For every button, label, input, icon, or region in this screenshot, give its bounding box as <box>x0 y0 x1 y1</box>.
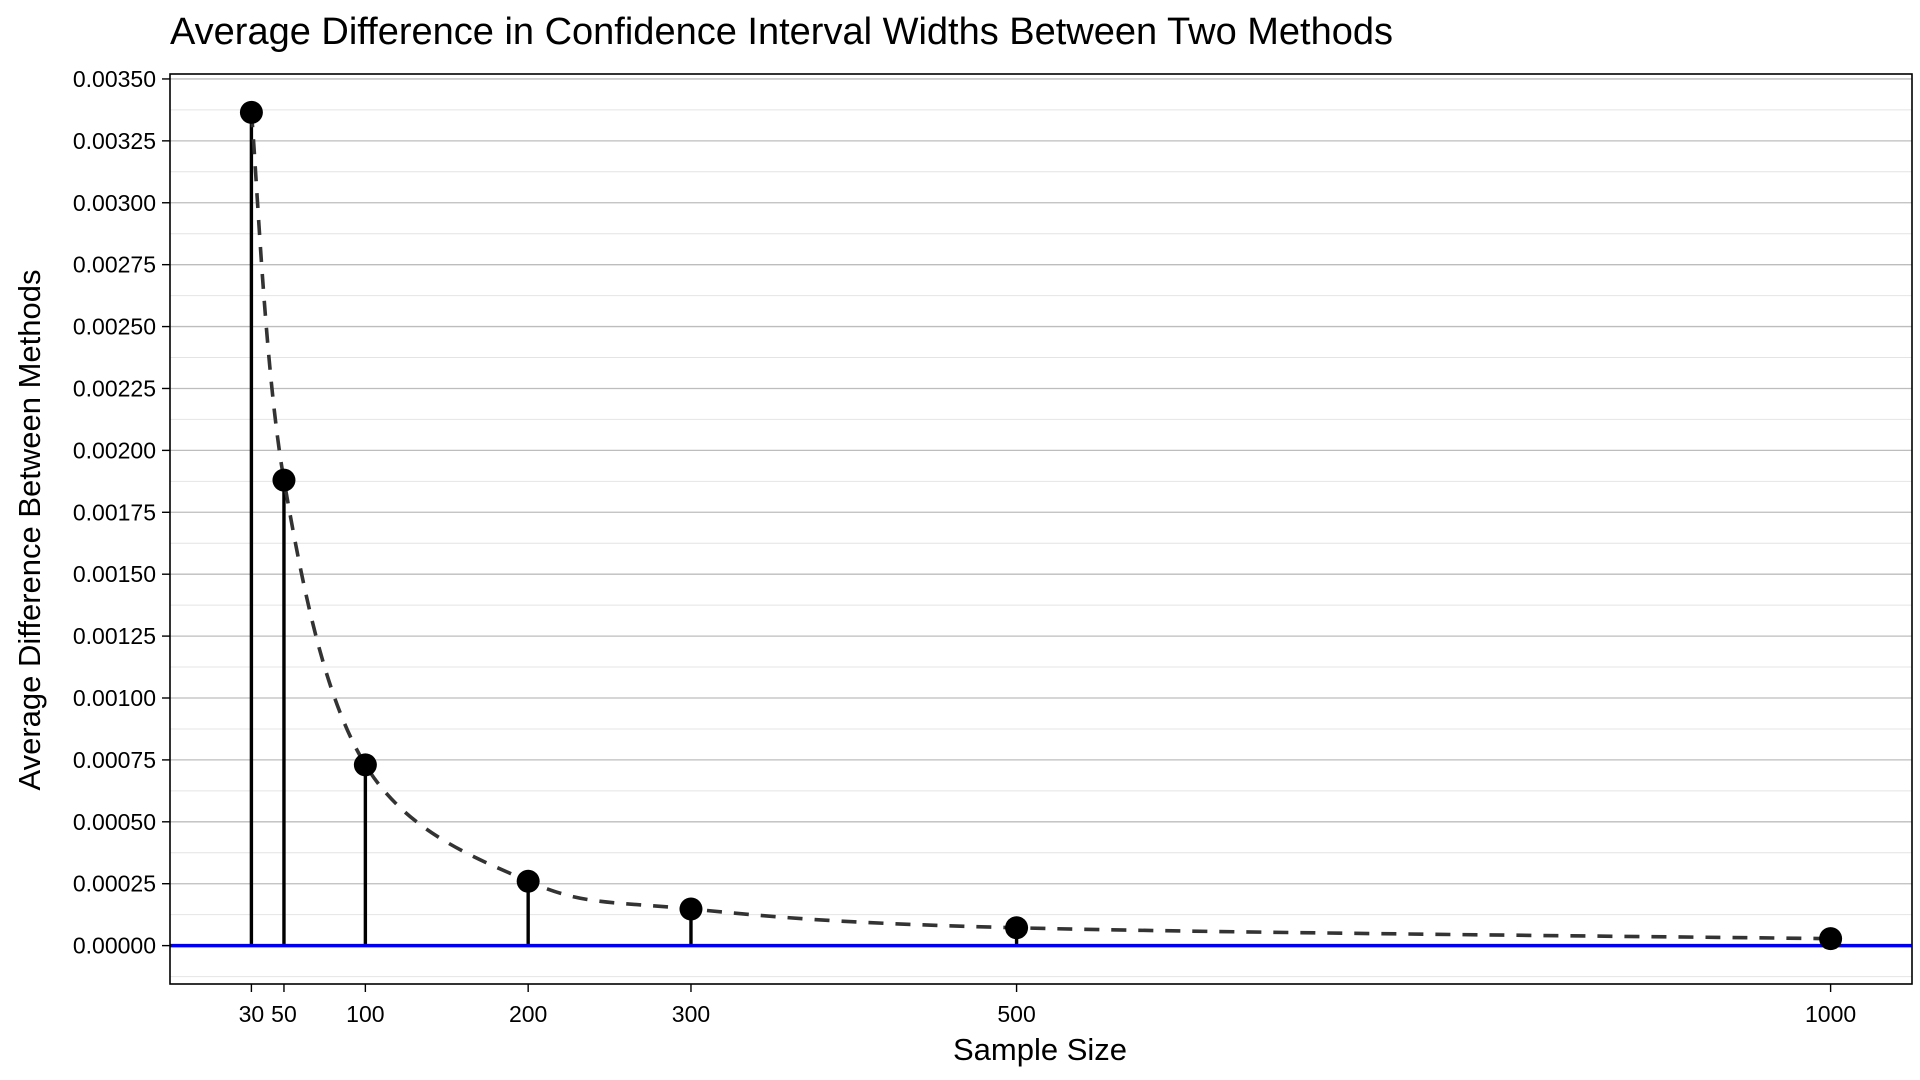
data-points <box>239 100 1843 951</box>
plot-panel-border <box>169 73 1913 985</box>
x-tick-label: 200 <box>509 1001 547 1027</box>
y-tick-label: 0.00300 <box>73 190 156 216</box>
data-point <box>272 468 296 492</box>
data-point <box>1819 927 1843 951</box>
y-tick-label: 0.00175 <box>73 499 156 525</box>
x-tick-label: 500 <box>997 1001 1035 1027</box>
y-tick-label: 0.00225 <box>73 375 156 401</box>
x-tick-label: 300 <box>672 1001 710 1027</box>
x-tick-label: 30 <box>239 1001 265 1027</box>
y-tick-label: 0.00000 <box>73 933 156 959</box>
data-point <box>516 869 540 893</box>
x-axis-ticks: 30 50 100 200 300 500 1000 <box>239 984 1856 1027</box>
y-tick-label: 0.00075 <box>73 747 156 773</box>
x-tick-label: 1000 <box>1805 1001 1856 1027</box>
stems <box>249 112 1833 946</box>
y-tick-label: 0.00200 <box>73 437 156 463</box>
data-point <box>679 897 703 921</box>
data-point <box>1005 916 1029 940</box>
y-tick-label: 0.00250 <box>73 314 156 340</box>
grid-lines <box>170 78 1912 978</box>
trend-line <box>249 112 1831 941</box>
y-tick-label: 0.00350 <box>73 66 156 92</box>
y-tick-label: 0.00325 <box>73 128 156 154</box>
data-point <box>353 753 377 777</box>
y-tick-label: 0.00275 <box>73 252 156 278</box>
y-tick-label: 0.00050 <box>73 809 156 835</box>
y-axis-ticks: 0.00000 0.00025 0.00050 0.00075 0.00100 0.001… <box>73 66 170 959</box>
y-axis-label: Average Difference Between Methods <box>12 269 47 790</box>
y-tick-label: 0.00150 <box>73 561 156 587</box>
y-tick-label: 0.00100 <box>73 685 156 711</box>
x-tick-label: 100 <box>346 1001 384 1027</box>
data-point <box>239 100 263 124</box>
y-tick-label: 0.00025 <box>73 871 156 897</box>
trend-line-layer <box>249 112 1831 941</box>
x-axis-label: Sample Size <box>953 1032 1127 1067</box>
y-tick-label: 0.00125 <box>73 623 156 649</box>
x-tick-label: 50 <box>271 1001 297 1027</box>
chart-title: Average Difference in Confidence Interva… <box>170 11 1393 53</box>
